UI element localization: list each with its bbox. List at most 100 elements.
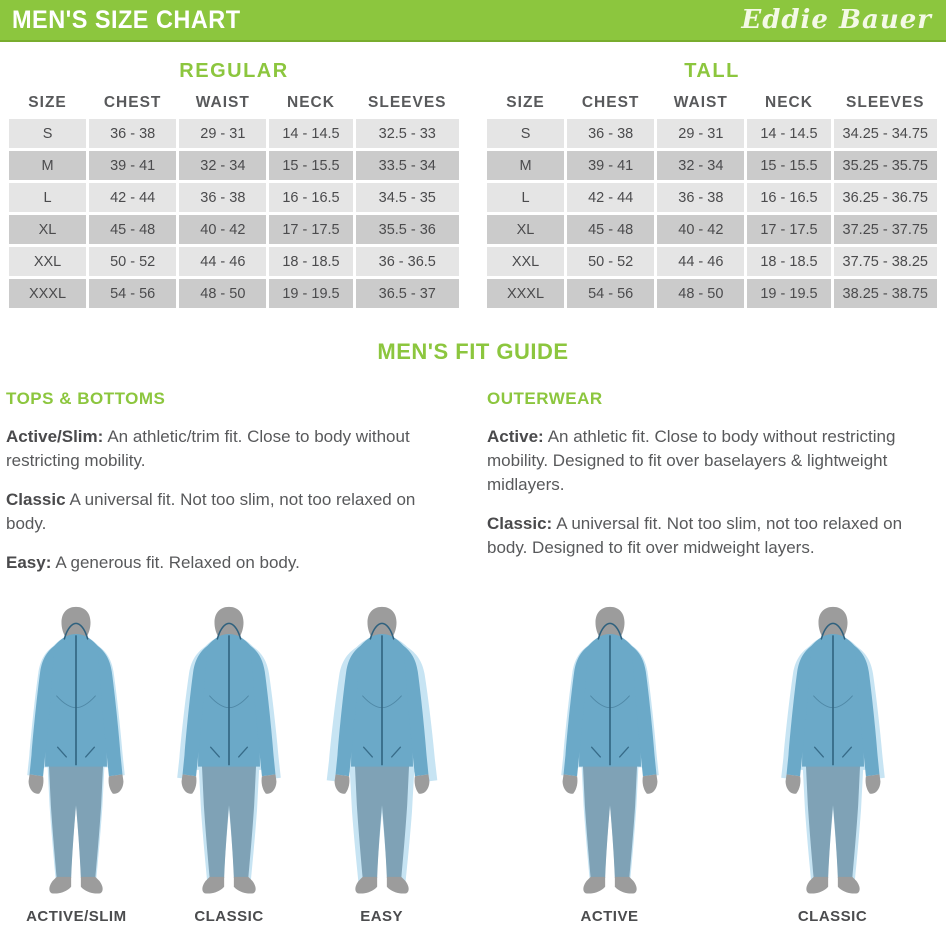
fit-description: A generous fit. Relaxed on body. [55, 553, 300, 572]
table-row: S 36 - 38 29 - 31 14 - 14.5 32.5 - 33 [9, 119, 459, 148]
jacket-pockets [362, 746, 401, 758]
column-header: NECK [747, 90, 831, 116]
measurement-cell: 54 - 56 [567, 279, 655, 308]
measurement-cell: 16 - 16.5 [747, 183, 831, 212]
measurement-cell: 18 - 18.5 [269, 247, 353, 276]
table-row: XL 45 - 48 40 - 42 17 - 17.5 35.5 - 36 [9, 215, 459, 244]
measurement-cell: 35.25 - 35.75 [833, 151, 937, 180]
table-row: XXXL 54 - 56 48 - 50 19 - 19.5 36.5 - 37 [9, 279, 459, 308]
figure-pants [49, 764, 104, 878]
measurement-cell: 32 - 34 [179, 151, 267, 180]
table-header-row: SIZE CHEST WAIST NECK SLEEVES [9, 90, 459, 116]
figure-pants [805, 764, 860, 878]
measurement-cell: 17 - 17.5 [747, 215, 831, 244]
measurement-cell: 39 - 41 [89, 151, 177, 180]
measurement-cell: 50 - 52 [567, 247, 655, 276]
figure-foot [81, 876, 103, 894]
fit-column-heading: TOPS & BOTTOMS [6, 389, 166, 408]
jacket-pockets [209, 746, 249, 758]
measurement-cell: 36 - 38 [657, 183, 745, 212]
table-row: XXL 50 - 52 44 - 46 18 - 18.5 36 - 36.5 [9, 247, 459, 276]
measurement-cell: 29 - 31 [179, 119, 267, 148]
jacket-zipper [820, 622, 845, 766]
fit-item: Classic: A universal fit. Not too slim, n… [487, 512, 940, 560]
table-title: TALL [684, 60, 740, 82]
measurement-cell: 33.5 - 34 [355, 151, 459, 180]
figure-illustration [326, 606, 437, 894]
measurement-cell: 19 - 19.5 [747, 279, 831, 308]
column-header: SLEEVES [355, 90, 459, 116]
fit-guide-section: MEN'S FIT GUIDE TOPS & BOTTOMS Active/Sl… [0, 311, 946, 590]
jacket-zipper [63, 622, 89, 766]
jacket-seams [56, 695, 97, 709]
jacket-zipper [369, 622, 395, 766]
figure-foot [354, 876, 377, 894]
column-header: WAIST [179, 90, 267, 116]
figure-foot [202, 876, 225, 894]
fit-figure-active: ACTIVE [535, 604, 685, 925]
figures-spacer [458, 604, 498, 925]
fit-figures-tops-bottoms: ACTIVE/SLIM CLASSIC EASY [0, 604, 458, 925]
size-table-tall: SIZE CHEST WAIST NECK SLEEVES S 36 - 38 29 - 31… [484, 87, 940, 311]
measurement-cell: 34.5 - 35 [355, 183, 459, 212]
size-cell: M [9, 151, 87, 180]
measurement-cell: 14 - 14.5 [747, 119, 831, 148]
fit-term: Active/Slim: [6, 427, 104, 446]
figure-hand [785, 774, 800, 794]
measurement-cell: 34.25 - 34.75 [833, 119, 937, 148]
measurement-cell: 35.5 - 36 [355, 215, 459, 244]
measurement-cell: 19 - 19.5 [269, 279, 353, 308]
figure-hand [414, 774, 430, 794]
fit-term: Easy: [6, 553, 52, 572]
jacket-seams [209, 695, 249, 709]
size-cell: L [9, 183, 87, 212]
column-header: SLEEVES [833, 90, 937, 116]
fit-term: Classic [6, 490, 66, 509]
figure-pants [582, 764, 637, 878]
size-cell: XXL [487, 247, 565, 276]
size-cell: XL [487, 215, 565, 244]
size-table-block-regular: REGULAR SIZE CHEST WAIST NECK SLEEVES S 36 - 3… [6, 60, 462, 311]
measurement-cell: 36.25 - 36.75 [833, 183, 937, 212]
figure-label: CLASSIC [797, 908, 868, 925]
fit-guide-columns: TOPS & BOTTOMS Active/Slim: An athletic/t… [6, 389, 940, 590]
measurement-cell: 42 - 44 [89, 183, 177, 212]
measurement-cell: 40 - 42 [179, 215, 267, 244]
measurement-cell: 48 - 50 [179, 279, 267, 308]
measurement-cell: 37.25 - 37.75 [833, 215, 937, 244]
brand-logo: Eddie Bauer [741, 5, 932, 35]
column-header: SIZE [487, 90, 565, 116]
table-header-row: SIZE CHEST WAIST NECK SLEEVES [487, 90, 937, 116]
measurement-cell: 17 - 17.5 [269, 215, 353, 244]
fit-column-heading: OUTERWEAR [487, 389, 603, 408]
figure-hand [865, 774, 880, 794]
figure-foot [233, 876, 256, 894]
measurement-cell: 38.25 - 38.75 [833, 279, 937, 308]
fit-description: A universal fit. Not too slim, not too r… [487, 514, 903, 557]
size-cell: XXL [9, 247, 87, 276]
header-bar: MEN'S SIZE CHART Eddie Bauer [0, 0, 946, 42]
jacket-pockets [590, 746, 629, 758]
measurement-cell: 36 - 38 [89, 119, 177, 148]
figure-foot [805, 876, 828, 894]
fit-term: Active: [487, 427, 544, 446]
figure-hand [261, 774, 277, 794]
measurement-cell: 32.5 - 33 [355, 119, 459, 148]
size-cell: M [487, 151, 565, 180]
page-title: MEN'S SIZE CHART [12, 5, 241, 34]
table-row: L 42 - 44 36 - 38 16 - 16.5 36.25 - 36.75 [487, 183, 937, 212]
figure-pants [354, 764, 409, 878]
table-row: S 36 - 38 29 - 31 14 - 14.5 34.25 - 34.75 [487, 119, 937, 148]
figure-illustration [560, 606, 659, 894]
figure-foot [582, 876, 605, 894]
measurement-cell: 45 - 48 [89, 215, 177, 244]
measurement-cell: 44 - 46 [657, 247, 745, 276]
measurement-cell: 36 - 36.5 [355, 247, 459, 276]
measurement-cell: 44 - 46 [179, 247, 267, 276]
figure-hand [28, 774, 44, 794]
fit-figure-classic: CLASSIC [154, 604, 304, 925]
jacket-pockets [57, 746, 96, 758]
column-header: CHEST [567, 90, 655, 116]
column-header: CHEST [89, 90, 177, 116]
figure-foot [49, 876, 72, 894]
